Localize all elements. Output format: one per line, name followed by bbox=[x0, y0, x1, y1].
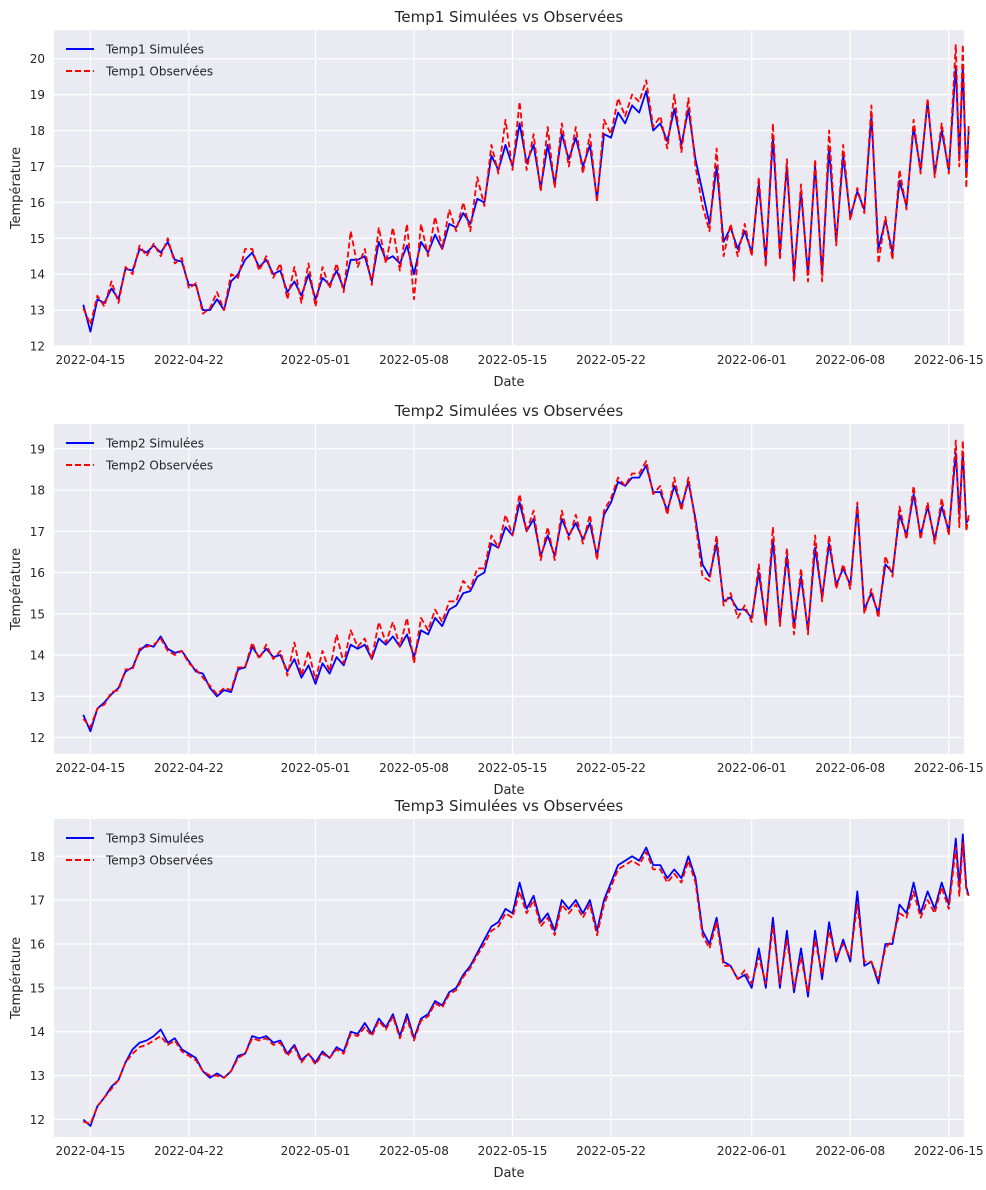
y-tick-label: 12 bbox=[30, 731, 45, 745]
legend-label: Temp1 Simulées bbox=[105, 43, 204, 57]
y-tick-label: 17 bbox=[30, 160, 45, 174]
y-tick-label: 16 bbox=[30, 196, 45, 210]
y-tick-label: 16 bbox=[30, 938, 45, 952]
x-tick-label: 2022-05-15 bbox=[478, 1144, 548, 1158]
y-tick-label: 18 bbox=[30, 484, 45, 498]
plot-area bbox=[54, 819, 964, 1137]
y-tick-label: 13 bbox=[30, 1069, 45, 1083]
y-tick-label: 14 bbox=[30, 649, 45, 663]
x-tick-label: 2022-06-01 bbox=[717, 1144, 787, 1158]
y-tick-label: 16 bbox=[30, 566, 45, 580]
x-tick-label: 2022-05-01 bbox=[281, 353, 351, 367]
chart-2: 2022-04-15 2022-04-22 2022-05-01 2022-05-08… bbox=[9, 402, 984, 798]
x-tick-label: 2022-06-15 bbox=[914, 353, 984, 367]
y-tick-label: 17 bbox=[30, 525, 45, 539]
y-tick-label: 14 bbox=[30, 1025, 45, 1039]
x-tick-label: 2022-05-22 bbox=[576, 353, 646, 367]
x-tick-label: 2022-05-15 bbox=[478, 353, 548, 367]
y-tick-label: 18 bbox=[30, 850, 45, 864]
x-tick-label: 2022-05-22 bbox=[576, 761, 646, 775]
y-tick-label: 17 bbox=[30, 894, 45, 908]
y-axis-title: Température bbox=[9, 147, 24, 230]
x-tick-label: 2022-05-08 bbox=[379, 353, 449, 367]
legend-label: Temp1 Observées bbox=[105, 65, 213, 79]
x-tick-label: 2022-05-01 bbox=[281, 1144, 351, 1158]
series-line-observees bbox=[82, 439, 970, 729]
x-tick-label: 2022-05-15 bbox=[478, 761, 548, 775]
x-tick-label: 2022-04-15 bbox=[55, 761, 125, 775]
x-tick-label: 2022-05-22 bbox=[576, 1144, 646, 1158]
y-tick-label: 15 bbox=[30, 607, 45, 621]
legend-label: Temp3 Simulées bbox=[105, 832, 204, 846]
y-tick-label: 19 bbox=[30, 88, 45, 102]
y-tick-label: 20 bbox=[30, 52, 45, 66]
x-tick-label: 2022-06-01 bbox=[717, 353, 787, 367]
x-tick-label: 2022-04-22 bbox=[154, 1144, 224, 1158]
y-tick-label: 13 bbox=[30, 304, 45, 318]
chart-title: Temp3 Simulées vs Observées bbox=[394, 797, 624, 815]
x-axis-title: Date bbox=[493, 783, 524, 798]
x-axis-title: Date bbox=[493, 1166, 524, 1181]
chart-1: 2022-04-15 2022-04-22 2022-05-01 2022-05-08… bbox=[9, 8, 984, 390]
chart-3: 2022-04-15 2022-04-22 2022-05-01 2022-05-08… bbox=[9, 797, 984, 1181]
y-axis-title: Température bbox=[9, 548, 24, 631]
x-tick-label: 2022-04-15 bbox=[55, 353, 125, 367]
x-axis-title: Date bbox=[493, 375, 524, 390]
plot-area bbox=[54, 30, 964, 346]
legend: Temp2 Simulées Temp2 Observées bbox=[66, 437, 213, 473]
series-line-simulees bbox=[82, 833, 970, 1127]
legend-label: Temp2 Observées bbox=[105, 459, 213, 473]
y-tick-label: 19 bbox=[30, 442, 45, 456]
chart-title: Temp2 Simulées vs Observées bbox=[394, 402, 624, 420]
x-tick-label: 2022-06-08 bbox=[815, 353, 885, 367]
x-tick-label: 2022-05-08 bbox=[379, 761, 449, 775]
legend-label: Temp2 Simulées bbox=[105, 437, 204, 451]
legend: Temp3 Simulées Temp3 Observées bbox=[66, 832, 213, 868]
chart-title: Temp1 Simulées vs Observées bbox=[394, 8, 624, 26]
x-tick-label: 2022-04-15 bbox=[55, 1144, 125, 1158]
x-tick-label: 2022-04-22 bbox=[154, 761, 224, 775]
x-tick-label: 2022-06-01 bbox=[717, 761, 787, 775]
x-tick-label: 2022-05-08 bbox=[379, 1144, 449, 1158]
x-tick-label: 2022-04-22 bbox=[154, 353, 224, 367]
y-tick-label: 15 bbox=[30, 981, 45, 995]
legend: Temp1 Simulées Temp1 Observées bbox=[66, 43, 213, 79]
legend-label: Temp3 Observées bbox=[105, 854, 213, 868]
y-tick-label: 13 bbox=[30, 690, 45, 704]
x-tick-label: 2022-06-15 bbox=[914, 1144, 984, 1158]
x-tick-label: 2022-06-08 bbox=[815, 1144, 885, 1158]
y-tick-label: 12 bbox=[30, 1113, 45, 1127]
y-tick-label: 14 bbox=[30, 268, 45, 282]
series-line-observees bbox=[82, 43, 970, 326]
plot-area bbox=[54, 424, 964, 754]
y-tick-label: 12 bbox=[30, 340, 45, 354]
x-tick-label: 2022-06-15 bbox=[914, 761, 984, 775]
y-axis-title: Température bbox=[9, 937, 24, 1020]
x-tick-label: 2022-05-01 bbox=[281, 761, 351, 775]
y-tick-label: 15 bbox=[30, 232, 45, 246]
x-tick-label: 2022-06-08 bbox=[815, 761, 885, 775]
y-tick-label: 18 bbox=[30, 124, 45, 138]
